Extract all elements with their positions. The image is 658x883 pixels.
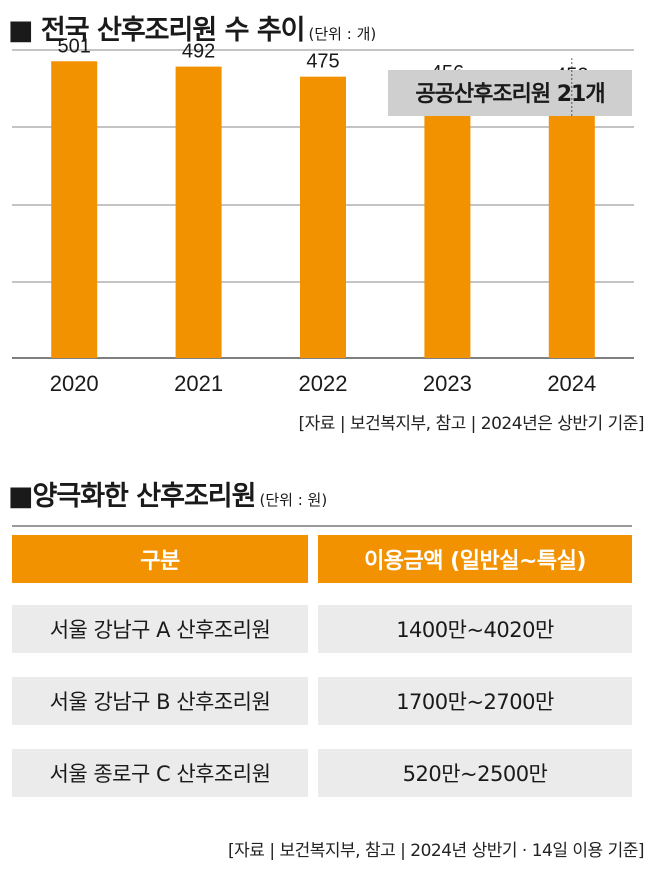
annotation-text: 공공산후조리원 21개	[415, 82, 604, 107]
table-cell-price: 1400만~4020만	[318, 605, 632, 653]
bar	[424, 87, 471, 359]
value-labels: 501492475456452	[58, 35, 589, 86]
chart-source-note: [자료 | 보건복지부, 참고 | 2024년은 상반기 기준]	[298, 414, 645, 434]
x-tick-label: 2020	[50, 371, 99, 396]
bar	[175, 66, 222, 358]
bar	[51, 61, 98, 358]
x-tick-label: 2021	[174, 371, 223, 396]
chart-title-text: 전국 산후조리원 수 추이	[40, 15, 306, 46]
x-tick-label: 2024	[547, 371, 596, 396]
table-header-category: 구분	[12, 535, 308, 583]
x-tick-labels: 2020 2021 2022 2023 2024	[50, 371, 597, 396]
annotation-box	[388, 70, 632, 116]
table-cell-name: 서울 종로구 C 산후조리원	[12, 749, 308, 797]
bar	[300, 76, 346, 359]
table-cell-name: 서울 강남구 A 산후조리원	[12, 605, 308, 653]
chart-unit: (단위 : 개)	[308, 25, 377, 43]
table-unit: (단위 : 원)	[259, 491, 328, 509]
x-tick-label: 2022	[299, 371, 348, 396]
table-header-price: 이용금액 (일반실~특실)	[318, 535, 632, 583]
table-top-rule	[12, 525, 632, 527]
table-title: ■양극화한 산후조리원 (단위 : 원)	[8, 481, 328, 512]
x-tick-label: 2023	[423, 371, 472, 396]
chart-title: ■ 전국 산후조리원 수 추이 (단위 : 개)	[8, 15, 377, 46]
bars	[51, 61, 595, 359]
bar-value-label: 501	[58, 35, 91, 57]
annotation: 공공산후조리원 21개	[388, 58, 632, 116]
table-title-text: 양극화한 산후조리원	[32, 481, 257, 512]
bar	[548, 90, 595, 359]
table-cell-price: 1700만~2700만	[318, 677, 632, 725]
bar-value-label: 492	[182, 41, 215, 63]
bar-value-label: 475	[306, 51, 339, 73]
table-cell-price: 520만~2500만	[318, 749, 632, 797]
table-source-note: [자료 | 보건복지부, 참고 | 2024년 상반기 · 14일 이용 기준]	[228, 841, 644, 861]
table-cell-name: 서울 강남구 B 산후조리원	[12, 677, 308, 725]
